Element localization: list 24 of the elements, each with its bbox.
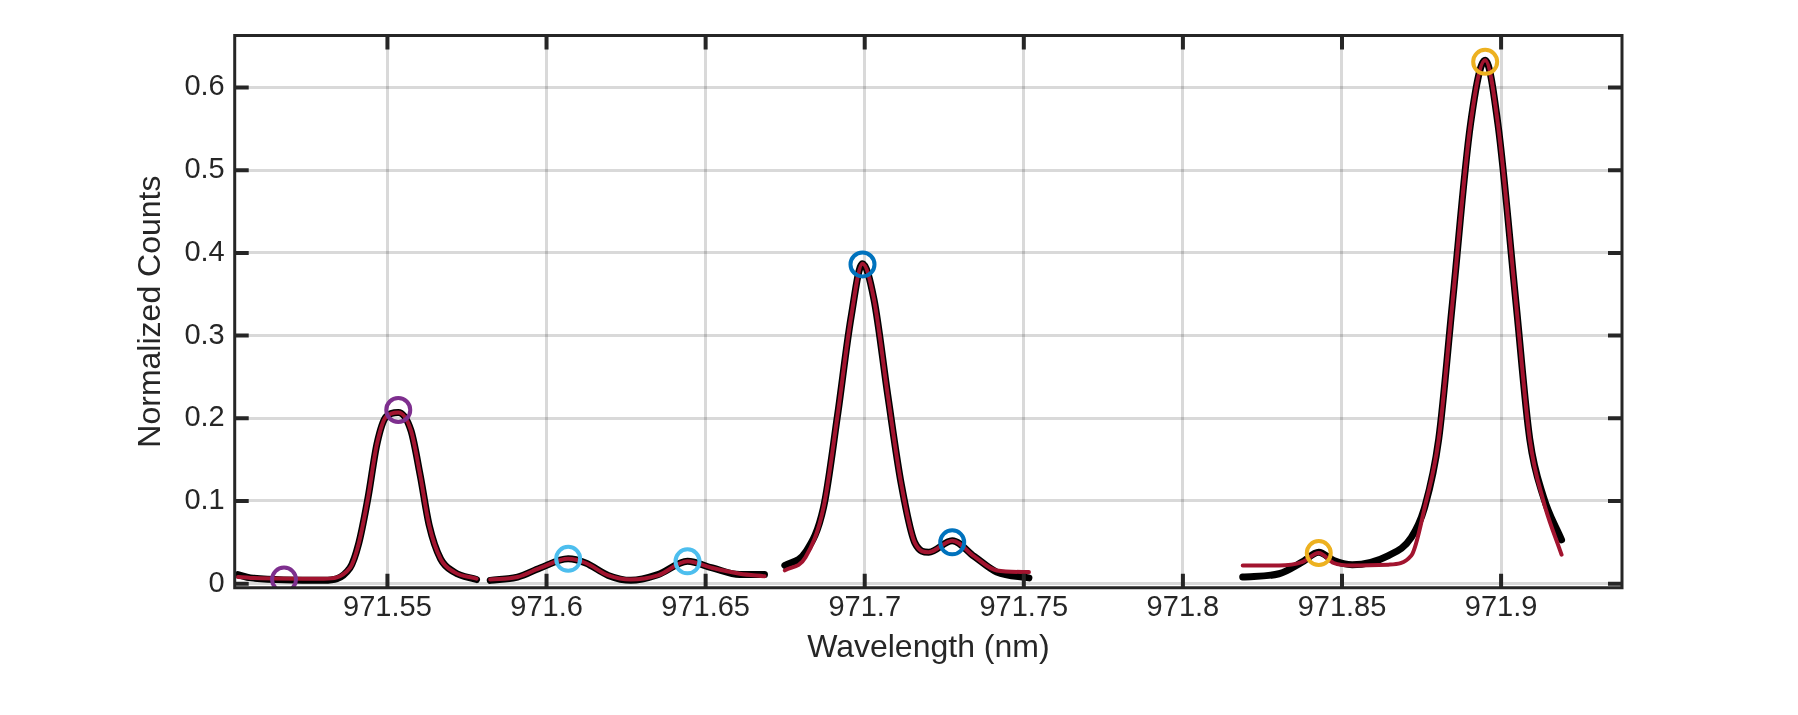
x-tick-label: 971.6 [510, 590, 583, 623]
point [384, 396, 413, 425]
y-tick-label: 0.2 [184, 400, 225, 433]
y-tick-label: 0.1 [184, 482, 225, 515]
point [848, 250, 877, 279]
point [1304, 539, 1333, 568]
x-axis-title: Wavelength (nm) [807, 627, 1050, 664]
y-axis-title: Normalized Counts [131, 175, 168, 448]
point [554, 544, 583, 573]
x-tick-label: 971.7 [828, 590, 902, 623]
y-tick-label: 0.3 [184, 317, 225, 350]
y-tick-label: 0.4 [184, 234, 225, 267]
x-tick-label: 971.85 [1297, 590, 1387, 623]
y-tick-label: 0.5 [184, 152, 225, 185]
x-tick-label: 971.8 [1146, 590, 1220, 623]
point [1471, 47, 1500, 76]
x-tick-label: 971.65 [661, 590, 750, 623]
x-tick-label: 971.9 [1464, 590, 1538, 623]
x-tick-label: 971.55 [343, 590, 432, 623]
y-tick-label: 0.6 [184, 69, 225, 102]
y-tick-label: 0 [208, 565, 225, 598]
x-tick-label: 971.75 [979, 590, 1069, 623]
point [673, 547, 702, 576]
point [938, 528, 967, 557]
